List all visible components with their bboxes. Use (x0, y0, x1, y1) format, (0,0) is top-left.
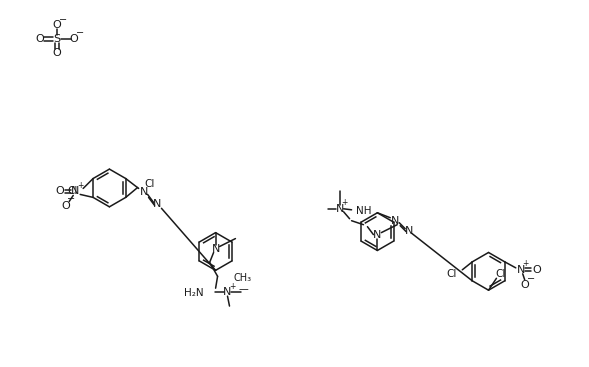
Text: −: − (59, 15, 67, 25)
Text: O: O (532, 265, 541, 275)
Text: N: N (140, 188, 148, 197)
Text: +: + (522, 259, 529, 268)
Text: S: S (53, 34, 61, 44)
Text: O: O (35, 34, 44, 44)
Text: O: O (55, 186, 64, 196)
Text: Cl: Cl (495, 269, 505, 279)
Text: H₂N: H₂N (184, 288, 204, 298)
Text: N: N (71, 186, 80, 196)
Text: O: O (70, 34, 78, 44)
Text: +: + (229, 282, 236, 291)
Text: NH: NH (356, 206, 371, 216)
Text: N: N (391, 216, 399, 226)
Text: O: O (52, 48, 61, 58)
Text: O: O (61, 201, 70, 211)
Text: N: N (223, 287, 231, 297)
Text: N: N (211, 243, 220, 254)
Text: N: N (373, 230, 382, 240)
Text: N: N (405, 226, 413, 236)
Text: +: + (342, 198, 348, 207)
Text: −: − (75, 28, 84, 38)
Text: Cl: Cl (68, 186, 78, 196)
Text: N: N (336, 204, 344, 214)
Text: —: — (239, 284, 249, 294)
Text: Cl: Cl (144, 179, 155, 189)
Text: N: N (153, 199, 162, 209)
Text: −: − (67, 195, 75, 204)
Text: +: + (77, 181, 84, 190)
Text: O: O (52, 20, 61, 30)
Text: N: N (517, 265, 525, 275)
Text: O: O (520, 280, 529, 290)
Text: −: − (527, 274, 535, 284)
Text: Cl: Cl (446, 269, 456, 279)
Text: CH₃: CH₃ (233, 273, 252, 283)
